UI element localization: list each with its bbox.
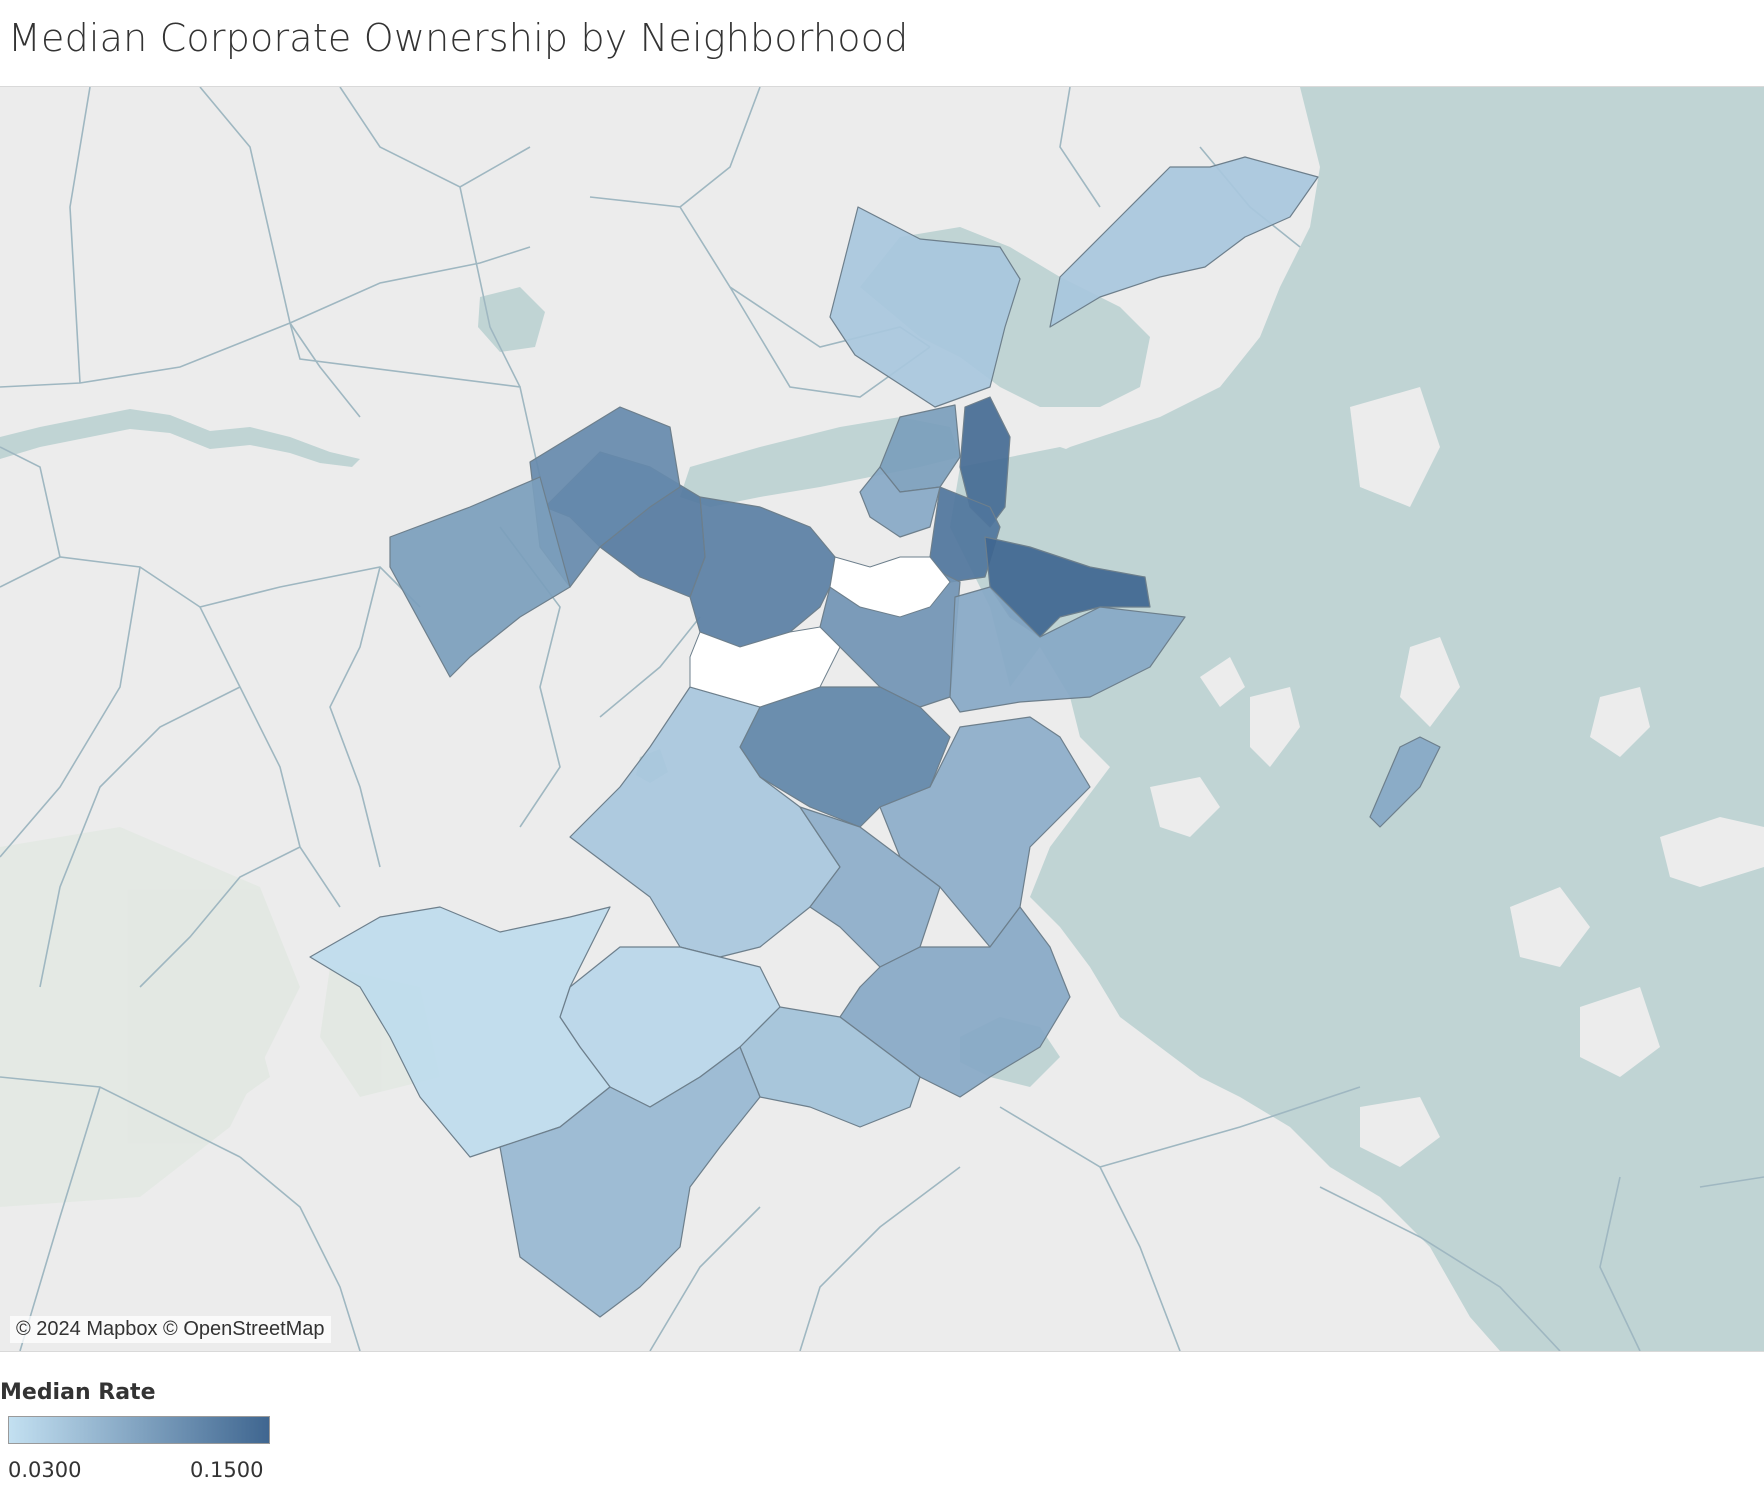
legend-title: Median Rate bbox=[0, 1380, 156, 1405]
legend-min-label: 0.0300 bbox=[8, 1458, 82, 1482]
unshaded-areas bbox=[689, 556, 951, 708]
park-areas bbox=[0, 827, 440, 1207]
region-jamaica-plain[interactable] bbox=[569, 686, 841, 958]
legend-max-label: 0.1500 bbox=[190, 1458, 264, 1482]
region-east-boston[interactable] bbox=[1049, 156, 1319, 328]
region-beacon-hill[interactable] bbox=[859, 466, 941, 538]
region-charlestown[interactable] bbox=[829, 206, 1021, 408]
legend-color-ramp bbox=[8, 1416, 270, 1444]
region-hyde-park[interactable] bbox=[499, 1046, 761, 1318]
color-legend: Median Rate 0.0300 0.1500 bbox=[0, 1380, 300, 1482]
west-river bbox=[0, 409, 360, 467]
map-canvas[interactable] bbox=[0, 87, 1764, 1351]
region-mattapan[interactable] bbox=[739, 1006, 921, 1128]
map-view[interactable]: © 2024 Mapbox © OpenStreetMap bbox=[0, 86, 1764, 1352]
outer-harbor bbox=[1010, 87, 1764, 1351]
page-title: Median Corporate Ownership by Neighborho… bbox=[8, 16, 909, 60]
region-north-end[interactable] bbox=[959, 396, 1011, 528]
region-south-boston[interactable] bbox=[949, 586, 1186, 713]
harbor-islands-land bbox=[1150, 387, 1764, 1167]
region-brighton[interactable] bbox=[389, 476, 571, 678]
neighborhood-regions[interactable] bbox=[309, 156, 1441, 1318]
map-attribution[interactable]: © 2024 Mapbox © OpenStreetMap bbox=[10, 1316, 331, 1343]
charles-river bbox=[680, 417, 960, 507]
region-harbor-islands[interactable] bbox=[1369, 736, 1441, 828]
